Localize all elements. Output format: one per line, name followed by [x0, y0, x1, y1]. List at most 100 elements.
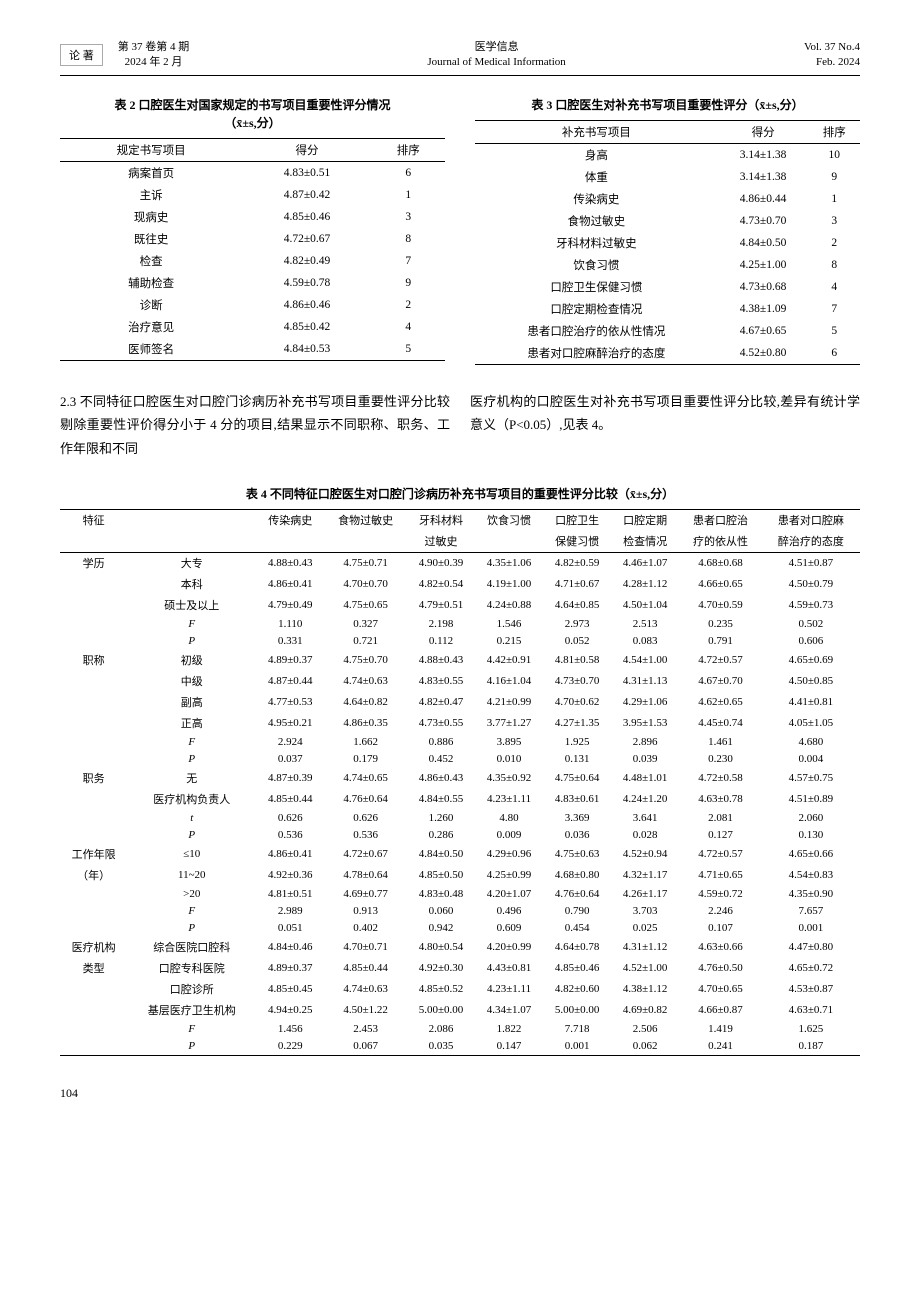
cell: 4.72±0.67: [324, 844, 407, 865]
cell: 1.925: [543, 734, 611, 751]
col-subheader: [475, 531, 543, 553]
cell: 4.50±1.22: [324, 1000, 407, 1021]
cell: 0.536: [324, 827, 407, 844]
row-label: t: [127, 810, 256, 827]
row-label: 基层医疗卫生机构: [127, 1000, 256, 1021]
cell: 4.59±0.73: [762, 595, 860, 616]
cell: 0.130: [762, 827, 860, 844]
cell: 9: [372, 272, 445, 294]
cell: 6: [372, 161, 445, 184]
group-label: [60, 616, 127, 633]
cell: 4.23±1.11: [475, 979, 543, 1000]
cell: 4.85±0.44: [256, 789, 324, 810]
cell: 0.004: [762, 751, 860, 768]
table-3-title: 表 3 口腔医生对补充书写项目重要性评分（x̄±s,分）: [475, 96, 860, 114]
group-label: [60, 751, 127, 768]
cell: 4.95±0.21: [256, 713, 324, 734]
cell: 2: [372, 294, 445, 316]
cell: 1: [808, 188, 860, 210]
journal-en: Journal of Medical Information: [427, 55, 565, 70]
cell: 4.51±0.89: [762, 789, 860, 810]
cell: 4.94±0.25: [256, 1000, 324, 1021]
cell: 4.63±0.71: [762, 1000, 860, 1021]
cell: 0.229: [256, 1038, 324, 1056]
group-label: 职务: [60, 768, 127, 789]
cell: 4.75±0.65: [324, 595, 407, 616]
cell: 4.25±0.99: [475, 865, 543, 886]
cell: 既往史: [60, 228, 242, 250]
cell: 0.626: [324, 810, 407, 827]
table-2: 规定书写项目得分排序 病案首页4.83±0.516主诉4.87±0.421现病史…: [60, 138, 445, 361]
cell: 8: [808, 254, 860, 276]
cell: 4.34±1.07: [475, 1000, 543, 1021]
cell: 1.419: [679, 1021, 762, 1038]
cell: 4.86±0.35: [324, 713, 407, 734]
cell: 4.75±0.71: [324, 552, 407, 574]
cell: 4.32±1.17: [611, 865, 679, 886]
col-subheader: [60, 531, 127, 553]
cell: 身高: [475, 143, 718, 166]
cell: 4.54±1.00: [611, 650, 679, 671]
row-label: 综合医院口腔科: [127, 937, 256, 958]
table-3-block: 表 3 口腔医生对补充书写项目重要性评分（x̄±s,分） 补充书写项目得分排序 …: [475, 96, 860, 365]
cell: 4.86±0.46: [242, 294, 371, 316]
cell: 4: [808, 276, 860, 298]
cell: 4.80: [475, 810, 543, 827]
cell: 4.75±0.64: [543, 768, 611, 789]
cell: 2.513: [611, 616, 679, 633]
col-subheader: 过敏史: [407, 531, 475, 553]
col-subheader: [324, 531, 407, 553]
cell: 4.43±0.81: [475, 958, 543, 979]
cell: 3.14±1.38: [718, 166, 809, 188]
cell: 7: [372, 250, 445, 272]
cell: 患者口腔治疗的依从性情况: [475, 320, 718, 342]
cell: 4.85±0.46: [242, 206, 371, 228]
col-header: 饮食习惯: [475, 509, 543, 531]
cell: 4.50±0.85: [762, 671, 860, 692]
cell: 0.913: [324, 903, 407, 920]
cell: 4.92±0.30: [407, 958, 475, 979]
row-label: 口腔诊所: [127, 979, 256, 1000]
cell: 1.546: [475, 616, 543, 633]
col-header: 牙科材料: [407, 509, 475, 531]
cell: 0.060: [407, 903, 475, 920]
cell: 0.626: [256, 810, 324, 827]
cell: 4.86±0.41: [256, 844, 324, 865]
cell: 4: [372, 316, 445, 338]
cell: 0.083: [611, 633, 679, 650]
cell: 4.24±0.88: [475, 595, 543, 616]
cell: 4.86±0.44: [718, 188, 809, 210]
row-label: F: [127, 734, 256, 751]
row-label: F: [127, 903, 256, 920]
cell: 4.87±0.44: [256, 671, 324, 692]
group-label: 医疗机构: [60, 937, 127, 958]
cell: 4.70±0.71: [324, 937, 407, 958]
cell: 饮食习惯: [475, 254, 718, 276]
cell: 4.66±0.87: [679, 1000, 762, 1021]
col-subheader: 疗的依从性: [679, 531, 762, 553]
cell: 0.067: [324, 1038, 407, 1056]
cell: 2.973: [543, 616, 611, 633]
cell: 0.327: [324, 616, 407, 633]
group-label: [60, 633, 127, 650]
cell: 2.506: [611, 1021, 679, 1038]
cell: 4.71±0.65: [679, 865, 762, 886]
cell: 4.81±0.51: [256, 886, 324, 903]
cell: 3.95±1.53: [611, 713, 679, 734]
col-header: 得分: [718, 120, 809, 143]
cell: 食物过敏史: [475, 210, 718, 232]
col-header: 排序: [808, 120, 860, 143]
cell: 0.051: [256, 920, 324, 937]
col-header: 口腔定期: [611, 509, 679, 531]
cell: 0.536: [256, 827, 324, 844]
group-label: [60, 713, 127, 734]
cell: 牙科材料过敏史: [475, 232, 718, 254]
cell: 0.001: [762, 920, 860, 937]
cell: 4.66±0.65: [679, 574, 762, 595]
cell: 0.035: [407, 1038, 475, 1056]
cell: 4.23±1.11: [475, 789, 543, 810]
cell: 4.87±0.42: [242, 184, 371, 206]
cell: 0.496: [475, 903, 543, 920]
cell: 4.50±1.04: [611, 595, 679, 616]
cell: 4.82±0.59: [543, 552, 611, 574]
